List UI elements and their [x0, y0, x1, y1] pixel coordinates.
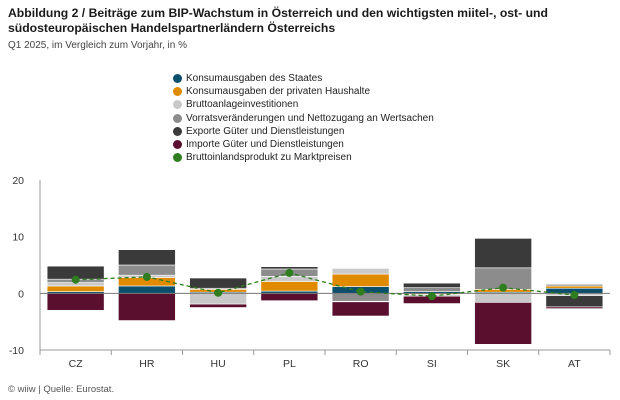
y-tick-label: 0	[18, 288, 24, 300]
source-note: © wiiw | Quelle: Eurostat.	[8, 384, 115, 395]
x-tick-label: PL	[283, 358, 296, 370]
gdp-point	[427, 292, 436, 301]
bar-segment	[118, 293, 176, 321]
x-tick-label: AT	[568, 358, 581, 370]
y-tick-label: -10	[9, 345, 24, 357]
x-tick-label: HU	[211, 358, 226, 370]
legend-swatch	[173, 87, 182, 97]
chart-title: Abbildung 2 / Beiträge zum BIP-Wachstum …	[8, 6, 548, 35]
bar-segment	[189, 303, 247, 308]
bar-segment	[260, 293, 319, 302]
bar-segment	[260, 281, 319, 292]
bar-segment	[403, 282, 461, 288]
legend-swatch	[173, 100, 182, 110]
legend-label: Exporte Güter und Dienstleistungen	[186, 125, 345, 137]
bar-segment	[46, 293, 105, 311]
legend-label: Konsumausgaben der privaten Haushalte	[186, 86, 371, 98]
bar-segment	[545, 283, 604, 287]
gdp-point	[214, 288, 223, 297]
bar-segment	[331, 268, 390, 275]
gdp-point	[285, 268, 294, 277]
legend-item-staatskonsum: Konsumausgaben des Staates	[173, 72, 434, 85]
bar-segment	[403, 287, 461, 292]
legend-label: Vorratsveränderungen und Nettozugang an …	[186, 112, 434, 124]
legend-item-investitionen: Bruttoanlageinvestitionen	[173, 98, 434, 111]
legend-label: Konsumausgaben des Staates	[186, 73, 323, 84]
x-tick-label: SK	[496, 358, 510, 370]
y-tick-label: 10	[12, 232, 24, 244]
legend-item-privatkonsum: Konsumausgaben der privaten Haushalte	[173, 85, 434, 98]
x-tick-label: SI	[427, 358, 437, 370]
x-tick-label: RO	[353, 358, 369, 370]
bar-segment	[189, 277, 247, 289]
legend-swatch	[173, 113, 182, 123]
gdp-point	[356, 287, 365, 296]
legend-swatch	[173, 74, 182, 84]
bar-segment	[118, 249, 176, 266]
bar-segment	[545, 285, 604, 289]
legend-item-bip: Bruttoinlandsprodukt zu Marktpreisen	[173, 151, 434, 164]
bar-segment	[260, 266, 319, 270]
chart-subtitle: Q1 2025, im Vergleich zum Vorjahr, in %	[8, 40, 187, 51]
bar-segment	[331, 273, 390, 287]
legend-swatch	[173, 140, 182, 150]
bar-segment	[46, 285, 105, 292]
y-tick-label: 20	[12, 175, 24, 187]
bar-segment	[474, 238, 532, 269]
legend-label: Bruttoanlageinvestitionen	[186, 99, 299, 111]
legend-swatch	[173, 153, 182, 163]
bar-segment	[545, 306, 604, 309]
gdp-line	[75, 272, 575, 297]
bar-segment	[118, 285, 176, 294]
legend-item-vorraete: Vorratsveränderungen und Nettozugang an …	[173, 112, 434, 125]
gdp-point	[71, 275, 80, 284]
legend-label: Bruttoinlandsprodukt zu Marktpreisen	[186, 152, 352, 164]
legend-label: Importe Güter und Dienstleistungen	[186, 138, 344, 150]
gdp-point	[142, 272, 151, 281]
legend-item-importe: Importe Güter und Dienstleistungen	[173, 138, 434, 151]
legend-item-exporte: Exporte Güter und Dienstleistungen	[173, 125, 434, 138]
gdp-point	[570, 291, 579, 300]
x-tick-label: HR	[139, 358, 155, 370]
gdp-point	[499, 283, 508, 292]
x-tick-label: CZ	[69, 358, 84, 370]
bar-segment	[474, 302, 532, 345]
legend-swatch	[173, 126, 182, 136]
bar-segment	[474, 293, 532, 303]
bar-segment	[331, 301, 390, 317]
legend: Konsumausgaben des Staates Konsumausgabe…	[173, 72, 434, 164]
